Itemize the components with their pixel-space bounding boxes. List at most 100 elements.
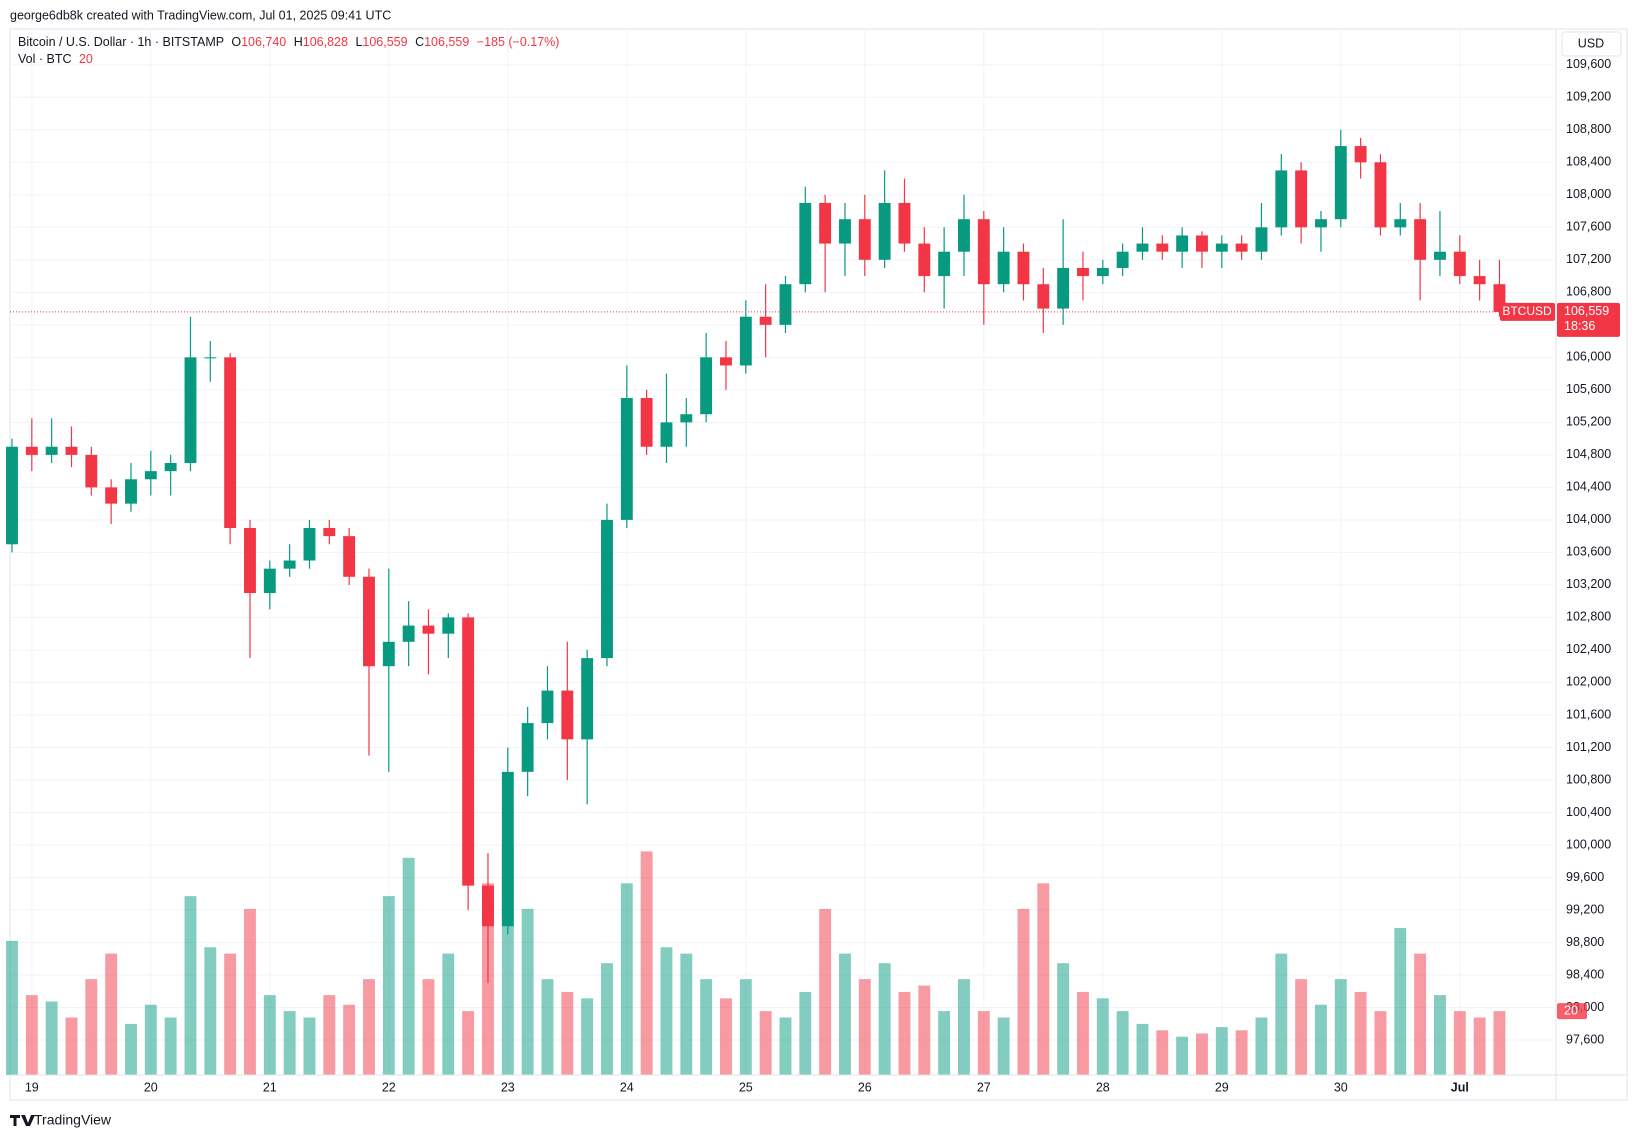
volume-bar [1374, 1011, 1387, 1075]
x-tick-label: 19 [25, 1080, 39, 1094]
x-tick-label: 29 [1215, 1080, 1229, 1094]
volume-bar [1315, 1004, 1327, 1075]
volume-bar [442, 953, 455, 1075]
candle-body [759, 316, 772, 325]
high-label: H [294, 35, 303, 49]
y-tick-label: 101,200 [1566, 740, 1611, 754]
candle-body [363, 576, 375, 667]
volume-bar [1215, 1027, 1228, 1075]
currency[interactable]: USD [1578, 36, 1604, 50]
volume-tag: 20 [1564, 1003, 1578, 1017]
candle-body [1116, 251, 1129, 268]
volume-bar [918, 985, 931, 1075]
candle-body [462, 617, 475, 886]
candle-body [283, 560, 296, 569]
close-label: C [415, 35, 424, 49]
footer-logo: TradingView [10, 1112, 112, 1128]
volume-bar [1116, 1011, 1129, 1075]
candle-body [997, 251, 1010, 285]
volume-bar [323, 995, 336, 1075]
volume-bar [977, 1011, 990, 1075]
open-label: O [231, 35, 241, 49]
legend-symbol-name: Bitcoin / U.S. Dollar · 1h · BITSTAMP [18, 35, 224, 49]
y-tick-label: 106,800 [1566, 285, 1611, 299]
candle-body [878, 202, 891, 260]
volume-layer [6, 845, 1506, 1075]
volume-bar [938, 1011, 951, 1075]
y-tick-label: 108,800 [1566, 122, 1611, 136]
volume-bar [819, 908, 832, 1075]
candle-body [918, 243, 931, 277]
volume-bar [581, 998, 594, 1075]
volume-bar [1235, 1030, 1248, 1075]
candle-body [858, 219, 871, 260]
x-tick-label: Jul [1451, 1080, 1469, 1094]
volume-bar [1136, 1023, 1149, 1075]
candle-body [1096, 267, 1109, 277]
candle-body [700, 357, 713, 415]
candle-body [620, 397, 633, 520]
x-tick-label: 21 [263, 1080, 277, 1094]
currency-button[interactable] [1561, 31, 1622, 57]
x-tick-label: 24 [620, 1080, 634, 1094]
y-tick-label: 107,200 [1566, 252, 1611, 266]
candle-body [25, 446, 38, 455]
candle-body [1374, 162, 1387, 228]
y-tick-label: 109,600 [1566, 57, 1611, 71]
candle-body [164, 463, 177, 472]
candle-body [303, 528, 316, 561]
volume-bar [640, 851, 653, 1075]
volume-bar [204, 947, 217, 1075]
high-value: 106,828 [303, 35, 348, 49]
volume-bar [1196, 1033, 1208, 1075]
volume-bar [541, 979, 554, 1075]
y-tick-label: 108,000 [1566, 187, 1611, 201]
candle-body [45, 446, 58, 455]
candle-body [224, 357, 237, 529]
close-value: 106,559 [424, 35, 469, 49]
candle-body [739, 316, 752, 366]
volume-bar [680, 953, 693, 1075]
volume-bar [25, 995, 38, 1075]
volume-bar [283, 1011, 296, 1075]
volume-legend: Vol · BTC 20 [18, 52, 93, 66]
candle-body [581, 658, 594, 740]
volume-tag-box [1557, 1003, 1587, 1020]
y-tick-label: 102,400 [1566, 642, 1611, 656]
volume-bar [898, 991, 911, 1075]
candle-body [839, 219, 851, 244]
volume-bar [1334, 979, 1347, 1075]
candle-body [1334, 146, 1347, 220]
candle-body [898, 202, 911, 244]
y-tick-label: 100,800 [1566, 772, 1611, 786]
volume-bar [343, 1004, 356, 1075]
volume-bar [779, 1017, 792, 1075]
volume-bar [1414, 953, 1427, 1075]
candle-body [601, 519, 613, 659]
candle-body [1156, 243, 1169, 252]
candle-body [1354, 146, 1367, 163]
candle-body [1215, 243, 1228, 252]
volume-bar [1453, 1011, 1466, 1075]
volume-bar [561, 991, 574, 1075]
footer-brand: TradingView [34, 1112, 112, 1128]
candle-body [819, 202, 832, 244]
candle-body [105, 487, 118, 504]
y-tick-label: 102,000 [1566, 675, 1611, 689]
volume-bar [720, 998, 732, 1075]
x-tick-label: 25 [739, 1080, 753, 1094]
volume-bar [244, 908, 256, 1075]
x-tick-label: 20 [144, 1080, 158, 1094]
volume-bar [660, 947, 673, 1075]
candle-body [977, 219, 990, 285]
y-tick-label: 100,000 [1566, 837, 1611, 851]
volume-bar [1394, 928, 1407, 1075]
candle-body [1136, 243, 1149, 252]
candle-body [125, 479, 137, 504]
y-tick-label: 100,400 [1566, 805, 1611, 819]
volume-bar [1434, 995, 1446, 1075]
countdown: 18:36 [1564, 319, 1595, 333]
volume-bar [6, 940, 18, 1075]
y-tick-label: 109,200 [1566, 90, 1611, 104]
